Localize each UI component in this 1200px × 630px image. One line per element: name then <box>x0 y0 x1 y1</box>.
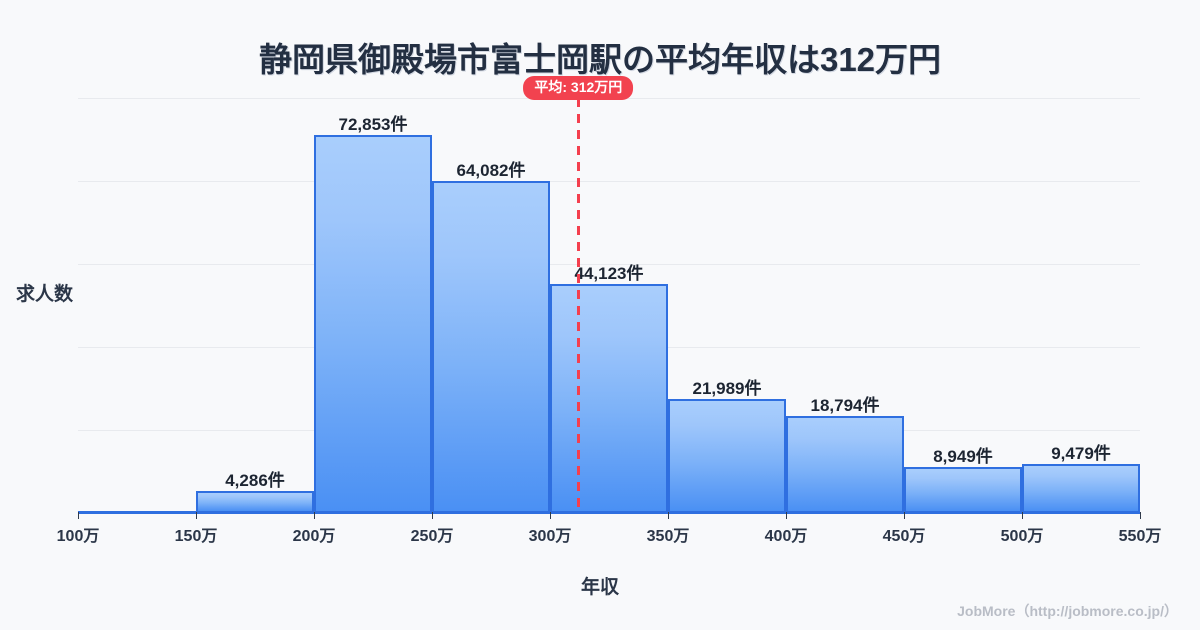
bar-value-label: 4,286件 <box>225 470 285 490</box>
plot-area: 4,286件 72,853件 64,082件 44,123件 21,989件 18,794… <box>57 76 1161 545</box>
bar-value-label: 72,853件 <box>338 115 408 135</box>
x-axis-tick <box>786 512 787 519</box>
bar-value-label: 9,479件 <box>1051 443 1111 463</box>
bar[interactable] <box>314 135 432 513</box>
x-axis-tick <box>314 512 315 519</box>
y-axis-title: 求人数 <box>16 284 74 305</box>
bar-value-label: 18,794件 <box>810 395 880 415</box>
x-axis-tick <box>1022 512 1023 519</box>
bar[interactable] <box>786 415 904 513</box>
gridline <box>78 264 1140 265</box>
bar-value-label: 44,123件 <box>574 264 644 284</box>
bar[interactable] <box>432 180 550 513</box>
footer-credit: JobMore（http://jobmore.co.jp/） <box>957 603 1178 619</box>
x-axis-tick-label: 500万 <box>1000 528 1044 545</box>
x-axis-tick-label: 150万 <box>174 528 218 545</box>
x-axis-tick-label: 300万 <box>528 528 572 545</box>
x-axis-tick <box>1140 512 1141 519</box>
x-axis-tick <box>78 512 79 519</box>
x-axis-tick-label: 350万 <box>646 528 690 545</box>
bar-value-label: 21,989件 <box>692 378 762 398</box>
average-line <box>576 98 580 513</box>
x-axis-tick <box>668 512 669 519</box>
bar[interactable] <box>196 490 314 513</box>
x-axis-title: 年収 <box>580 577 619 598</box>
bar[interactable] <box>904 466 1022 513</box>
x-axis-tick-label: 400万 <box>764 528 808 545</box>
bar[interactable] <box>1022 463 1140 513</box>
x-axis-tick <box>432 512 433 519</box>
gridline <box>78 181 1140 182</box>
bar-value-label: 64,082件 <box>456 160 526 180</box>
average-badge: 平均: 312万円 <box>523 76 634 101</box>
x-axis-tick <box>904 512 905 519</box>
x-axis-tick <box>550 512 551 519</box>
bar[interactable] <box>668 398 786 513</box>
x-axis-tick <box>196 512 197 519</box>
x-axis-tick-label: 200万 <box>292 528 336 545</box>
x-axis-baseline <box>78 512 1140 514</box>
page-title: 静岡県御殿場市富士岡駅の平均年収は312万円 <box>258 41 942 78</box>
bar-value-label: 8,949件 <box>933 446 993 466</box>
x-axis-tick-label: 250万 <box>410 528 454 545</box>
bar[interactable] <box>550 284 668 513</box>
x-axis-tick-label: 550万 <box>1118 528 1162 545</box>
x-axis-tick-label: 450万 <box>882 528 926 545</box>
x-axis-tick-label: 100万 <box>56 528 100 545</box>
